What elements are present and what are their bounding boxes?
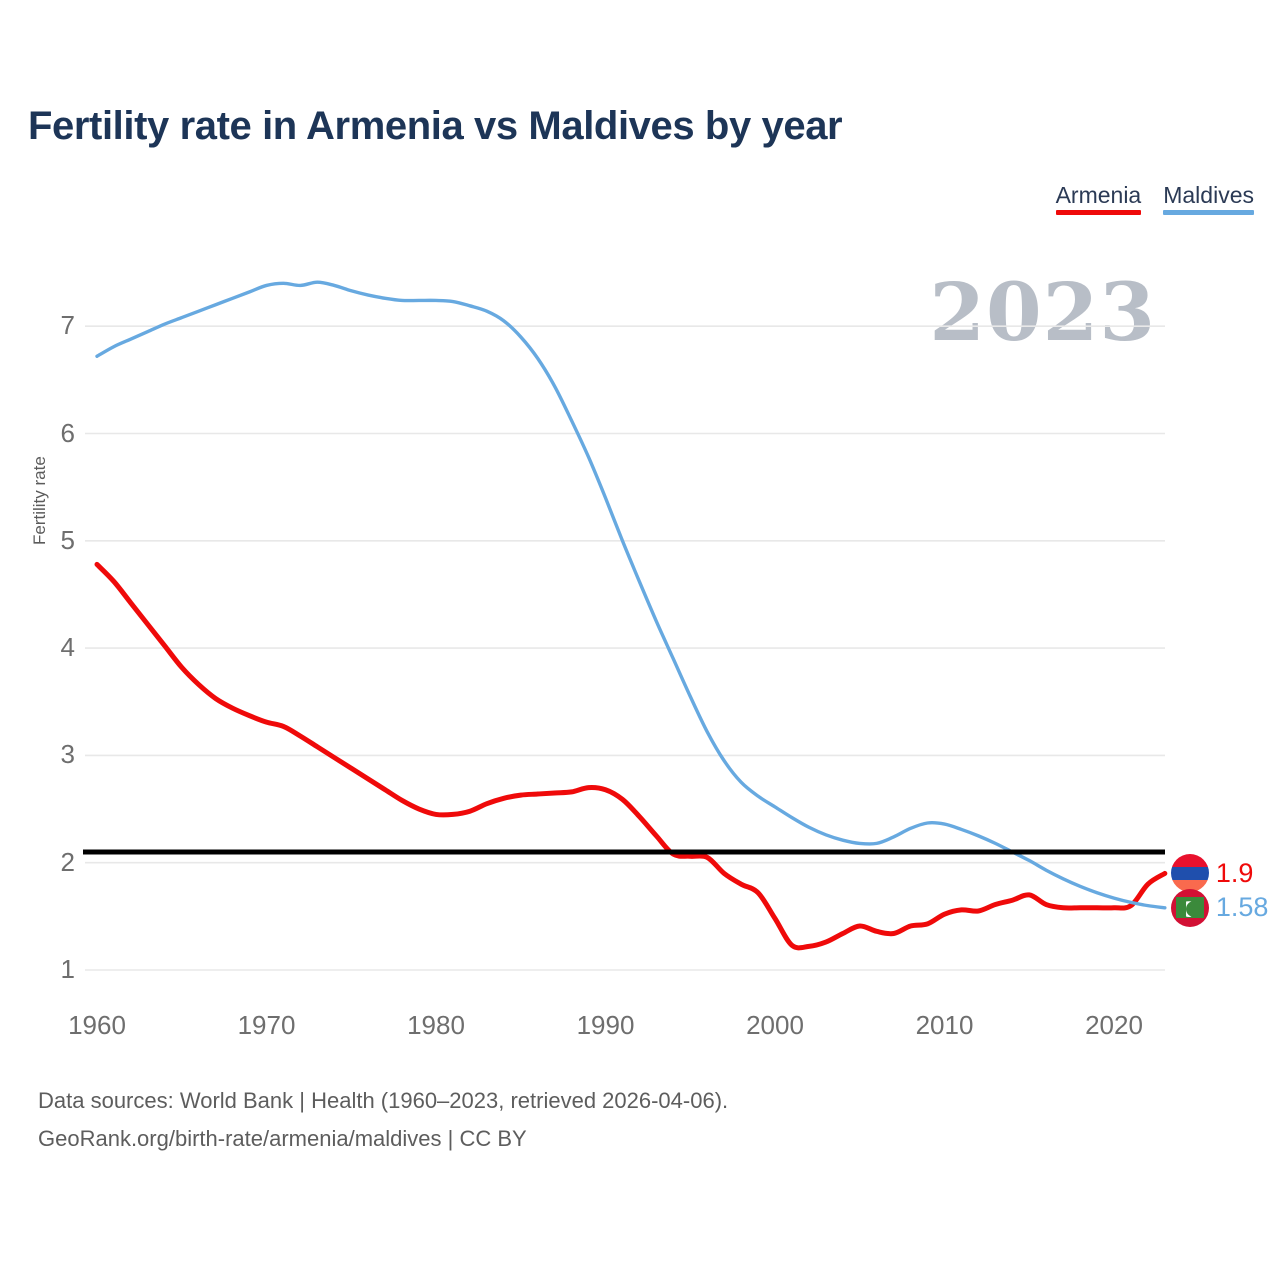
- footer-line-sources: Data sources: World Bank | Health (1960–…: [38, 1088, 729, 1113]
- x-tick-label: 2010: [915, 1010, 974, 1040]
- x-tick-label: 1990: [576, 1010, 635, 1040]
- page-title: Fertility rate in Armenia vs Maldives by…: [28, 104, 843, 148]
- end-marker-maldives: 1.58: [1170, 888, 1269, 927]
- x-tick-label: 1970: [237, 1010, 296, 1040]
- x-tick-label: 2020: [1085, 1010, 1143, 1040]
- legend-swatch-maldives: [1163, 210, 1254, 215]
- legend-item-armenia[interactable]: Armenia: [1055, 182, 1142, 215]
- y-tick-label: 1: [60, 954, 75, 984]
- end-marker-armenia: 1.9: [1170, 854, 1254, 893]
- legend-item-maldives[interactable]: Maldives: [1163, 182, 1254, 215]
- y-tick-label: 7: [60, 310, 75, 341]
- y-tick-label: 3: [60, 739, 75, 770]
- x-tick-label: 1960: [68, 1010, 126, 1040]
- series-line-armenia: [94, 561, 1168, 951]
- y-tick-label: 5: [60, 524, 75, 555]
- legend-swatch-armenia: [1055, 210, 1142, 215]
- legend-label-maldives: Maldives: [1163, 182, 1254, 208]
- x-tick-label: 2000: [746, 1010, 804, 1040]
- legend-label-armenia: Armenia: [1055, 182, 1142, 208]
- end-value-armenia: 1.9: [1215, 857, 1254, 888]
- maldives-flag-icon: [1170, 888, 1209, 927]
- armenia-flag-icon: [1170, 854, 1209, 893]
- legend: Armenia Maldives: [1055, 182, 1254, 215]
- y-tick-label: 2: [60, 846, 75, 877]
- x-tick-label: 1980: [407, 1010, 465, 1040]
- end-value-maldives: 1.58: [1215, 892, 1269, 923]
- footer-line-url[interactable]: GeoRank.org/birth-rate/armenia/maldives …: [38, 1126, 527, 1151]
- gridlines: [85, 325, 1165, 971]
- y-tick-label: 4: [60, 632, 75, 663]
- footer: Data sources: World Bank | Health (1960–…: [38, 1082, 728, 1158]
- series-line-maldives: [95, 280, 1167, 910]
- y-tick-label: 6: [60, 417, 75, 448]
